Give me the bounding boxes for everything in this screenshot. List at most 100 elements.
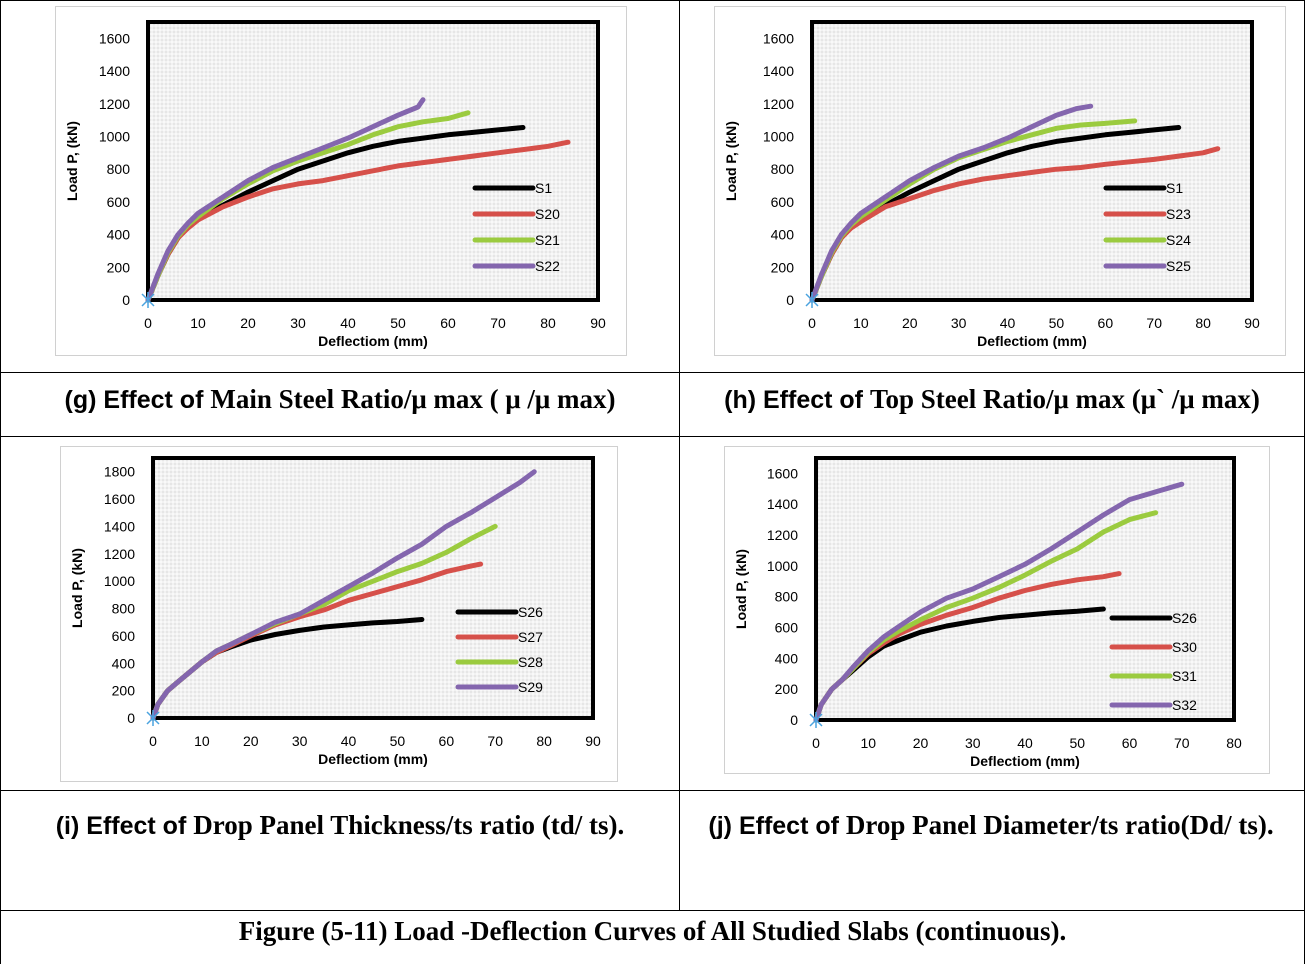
y-tick-label: 1400 xyxy=(763,63,794,79)
origin-marker xyxy=(805,292,819,308)
y-axis-label: Load P, (kN) xyxy=(733,549,749,629)
caption-g-lead: (g) Effect of xyxy=(64,386,211,414)
x-tick-label: 60 xyxy=(1122,735,1138,751)
x-tick-label: 50 xyxy=(390,315,406,331)
y-tick-label: 200 xyxy=(771,259,795,275)
x-tick-label: 90 xyxy=(590,315,606,331)
y-tick-label: 800 xyxy=(771,161,795,177)
x-tick-label: 50 xyxy=(1069,735,1085,751)
x-tick-label: 10 xyxy=(860,735,876,751)
legend-label-S27: S27 xyxy=(518,629,543,645)
chart-j-svg: 0 10 20 30 40 50 60 70 8002004006008001000120014… xyxy=(724,446,1270,774)
x-tick-label: 70 xyxy=(490,315,506,331)
x-tick-label: 30 xyxy=(965,735,981,751)
x-tick-label: 50 xyxy=(1049,315,1065,331)
x-tick-label: 20 xyxy=(243,733,259,749)
y-axis-label: Load P, (kN) xyxy=(69,548,85,628)
legend-label-S25: S25 xyxy=(1166,258,1191,274)
x-tick-label: 40 xyxy=(341,733,357,749)
x-tick-label: 20 xyxy=(240,315,256,331)
table-divider-4 xyxy=(0,910,1305,911)
x-tick-label: 40 xyxy=(340,315,356,331)
y-tick-label: 200 xyxy=(775,681,799,697)
y-tick-label: 800 xyxy=(775,589,799,605)
x-tick-label: 0 xyxy=(812,735,820,751)
grid-lines xyxy=(812,22,1252,300)
y-tick-label: 800 xyxy=(107,161,131,177)
caption-j: (j) Effect of Drop Panel Diameter/ts rat… xyxy=(691,797,1291,854)
legend-label-S24: S24 xyxy=(1166,232,1191,248)
x-tick-label: 0 xyxy=(808,315,816,331)
table-divider-1 xyxy=(0,372,1305,373)
table-divider-3 xyxy=(0,790,1305,791)
y-tick-label: 1200 xyxy=(104,546,135,562)
legend-label-S32: S32 xyxy=(1172,697,1197,713)
grid-lines xyxy=(816,458,1234,720)
y-tick-label: 1000 xyxy=(104,573,135,589)
chart-i-svg: 0 10 20 30 40 50 60 70 80 90 0 200 400 600 800 1000 1200… xyxy=(60,446,618,782)
caption-j-lead: (j) Effect of xyxy=(708,812,846,840)
origin-marker xyxy=(141,292,155,308)
y-tick-label: 1200 xyxy=(767,527,798,543)
y-tick-label: 1600 xyxy=(104,491,135,507)
y-tick-label: 1000 xyxy=(763,128,794,144)
legend-label-S20: S20 xyxy=(535,206,560,222)
x-axis-label: Deflectiom (mm) xyxy=(970,753,1080,769)
x-tick-label: 80 xyxy=(1226,735,1242,751)
caption-i-lead: (i) Effect of xyxy=(55,812,194,840)
plot-border xyxy=(814,456,1236,722)
x-tick-label: 50 xyxy=(390,733,406,749)
x-tick-label: 60 xyxy=(439,733,455,749)
table-divider-vertical xyxy=(679,0,680,910)
caption-i: (i) Effect of Drop Panel Thickness/ts ra… xyxy=(40,797,640,854)
y-tick-label: 400 xyxy=(771,227,795,243)
y-tick-label: 600 xyxy=(107,194,131,210)
x-tick-label: 30 xyxy=(290,315,306,331)
caption-g: (g) Effect of Main Steel Ratio/μ max ( μ… xyxy=(2,384,678,415)
origin-marker xyxy=(809,712,823,728)
x-tick-label: 60 xyxy=(1098,315,1114,331)
x-tick-label: 60 xyxy=(440,315,456,331)
chart-g: 0 10 20 30 40 50 60 70 80 90 0 200 400 600 800 1000 1200… xyxy=(55,6,627,356)
y-tick-label: 400 xyxy=(775,650,799,666)
x-tick-label: 90 xyxy=(1244,315,1260,331)
chart-h-svg: 0 10 20 30 40 50 60 70 80 90 0 200 400 600 800 1000 1200… xyxy=(714,6,1286,356)
series-line-S32 xyxy=(813,481,1185,723)
table-border-top xyxy=(0,0,1305,1)
x-tick-label: 10 xyxy=(194,733,210,749)
y-tick-label: 400 xyxy=(107,227,131,243)
chart-j: 0 10 20 30 40 50 60 70 80 0 200 400 600 800 1000 1200 14… xyxy=(724,446,1270,774)
legend-label-S28: S28 xyxy=(518,654,543,670)
caption-g-rest: Main Steel Ratio/μ max ( μ /μ max) xyxy=(210,384,616,414)
caption-h: (h) Effect of Top Steel Ratio/μ max (μ` … xyxy=(681,384,1303,415)
x-tick-label: 20 xyxy=(913,735,929,751)
x-tick-label: 0 xyxy=(144,315,152,331)
x-tick-label: 0 xyxy=(149,733,157,749)
y-tick-label: 1200 xyxy=(763,96,794,112)
x-tick-label: 30 xyxy=(951,315,967,331)
y-tick-label: 200 xyxy=(107,259,131,275)
y-tick-label: 1400 xyxy=(104,518,135,534)
y-tick-label: 0 xyxy=(122,292,130,308)
y-tick-label: 600 xyxy=(775,620,799,636)
x-tick-label: 80 xyxy=(536,733,552,749)
series-line-S22 xyxy=(145,97,426,303)
legend-label-S29: S29 xyxy=(518,679,543,695)
legend-label-S1: S1 xyxy=(535,180,552,196)
x-tick-label: 70 xyxy=(1174,735,1190,751)
caption-i-rest: Drop Panel Thickness/ts ratio (td/ ts). xyxy=(193,810,625,840)
legend-label-S31: S31 xyxy=(1172,668,1197,684)
y-tick-label: 1800 xyxy=(104,464,135,480)
y-tick-label: 1600 xyxy=(767,465,798,481)
legend-label-S21: S21 xyxy=(535,232,560,248)
plot-border xyxy=(146,20,600,302)
y-tick-label: 1400 xyxy=(99,63,130,79)
y-tick-label: 0 xyxy=(786,292,794,308)
y-axis-label: Load P, (kN) xyxy=(723,121,739,201)
x-tick-label: 30 xyxy=(292,733,308,749)
caption-j-rest: Drop Panel Diameter/ts ratio(Dd/ ts). xyxy=(845,810,1274,840)
x-axis-label: Deflectiom (mm) xyxy=(318,751,428,767)
y-tick-label: 1200 xyxy=(99,96,130,112)
figure-caption: Figure (5-11) Load -Deflection Curves of… xyxy=(238,916,1067,946)
